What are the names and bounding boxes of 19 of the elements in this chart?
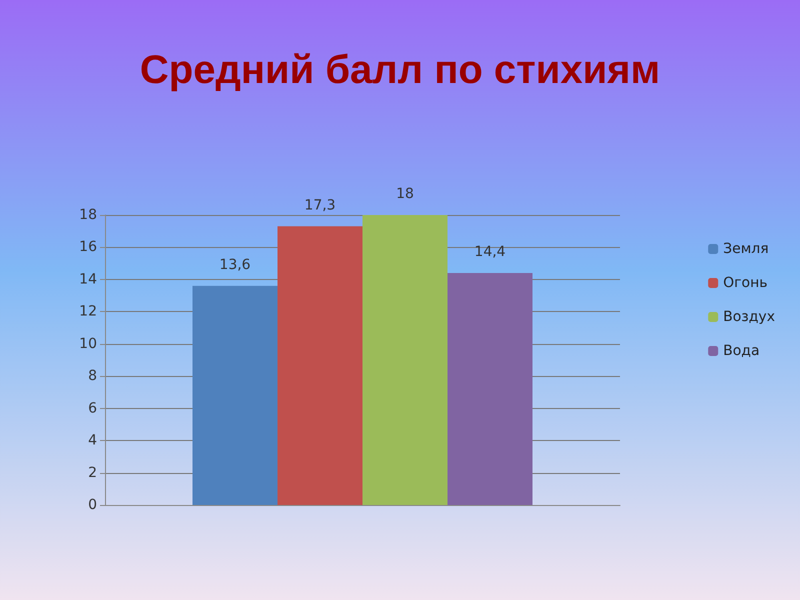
- y-tick-label: 18: [79, 207, 97, 223]
- legend-label: Вода: [723, 343, 760, 359]
- y-tick-label: 2: [88, 464, 97, 481]
- y-tick-label: 8: [88, 368, 97, 384]
- y-tick-label: 6: [88, 400, 98, 416]
- data-label: 17,3: [304, 197, 336, 214]
- y-tick-label: 10: [79, 336, 97, 352]
- legend-label: Земля: [723, 241, 769, 257]
- y-tick-label: 0: [88, 497, 97, 513]
- data-label: 18: [396, 186, 414, 202]
- legend-label: Огонь: [723, 275, 768, 291]
- y-tick-label: 16: [79, 239, 98, 256]
- y-tick-label: 4: [88, 432, 98, 449]
- y-tick-label: 12: [79, 304, 97, 320]
- y-tick-label: 14: [79, 271, 98, 288]
- chart-title: Средний балл по стихиям: [140, 48, 660, 92]
- data-label: 13,6: [219, 256, 251, 273]
- legend-label: Воздух: [723, 309, 776, 325]
- data-label: 14,4: [474, 244, 506, 260]
